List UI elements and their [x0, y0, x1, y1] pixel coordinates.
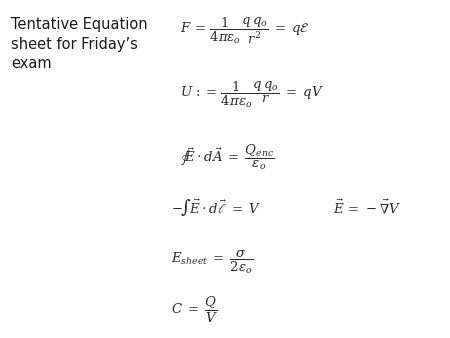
- Text: $\oint\!\vec{E}\cdot d\vec{A}\;=\;\dfrac{Q_{enc}}{\varepsilon_o}$: $\oint\!\vec{E}\cdot d\vec{A}\;=\;\dfrac…: [180, 143, 275, 172]
- Text: $U\,:=\,\dfrac{1}{4\pi\varepsilon_o}\dfrac{q\,q_o}{r}\;=\;qV$: $U\,:=\,\dfrac{1}{4\pi\varepsilon_o}\dfr…: [180, 79, 324, 110]
- Text: $F\,=\,\dfrac{1}{4\pi\varepsilon_o}\dfrac{q\,q_o}{r^2}\;=\;q\mathcal{E}$: $F\,=\,\dfrac{1}{4\pi\varepsilon_o}\dfra…: [180, 15, 310, 46]
- Text: $E_{sheet}\;=\;\dfrac{\sigma}{2\varepsilon_o}$: $E_{sheet}\;=\;\dfrac{\sigma}{2\varepsil…: [171, 248, 253, 275]
- Text: $\vec{E}\,=\,-\vec{\nabla}V$: $\vec{E}\,=\,-\vec{\nabla}V$: [333, 199, 401, 217]
- Text: Tentative Equation
sheet for Friday’s
exam: Tentative Equation sheet for Friday’s ex…: [11, 17, 148, 72]
- Text: $-\!\int\vec{E}\cdot d\vec{\ell}\;=\;V$: $-\!\int\vec{E}\cdot d\vec{\ell}\;=\;V$: [171, 197, 261, 219]
- Text: $C\;=\;\dfrac{Q}{V}$: $C\;=\;\dfrac{Q}{V}$: [171, 295, 218, 325]
